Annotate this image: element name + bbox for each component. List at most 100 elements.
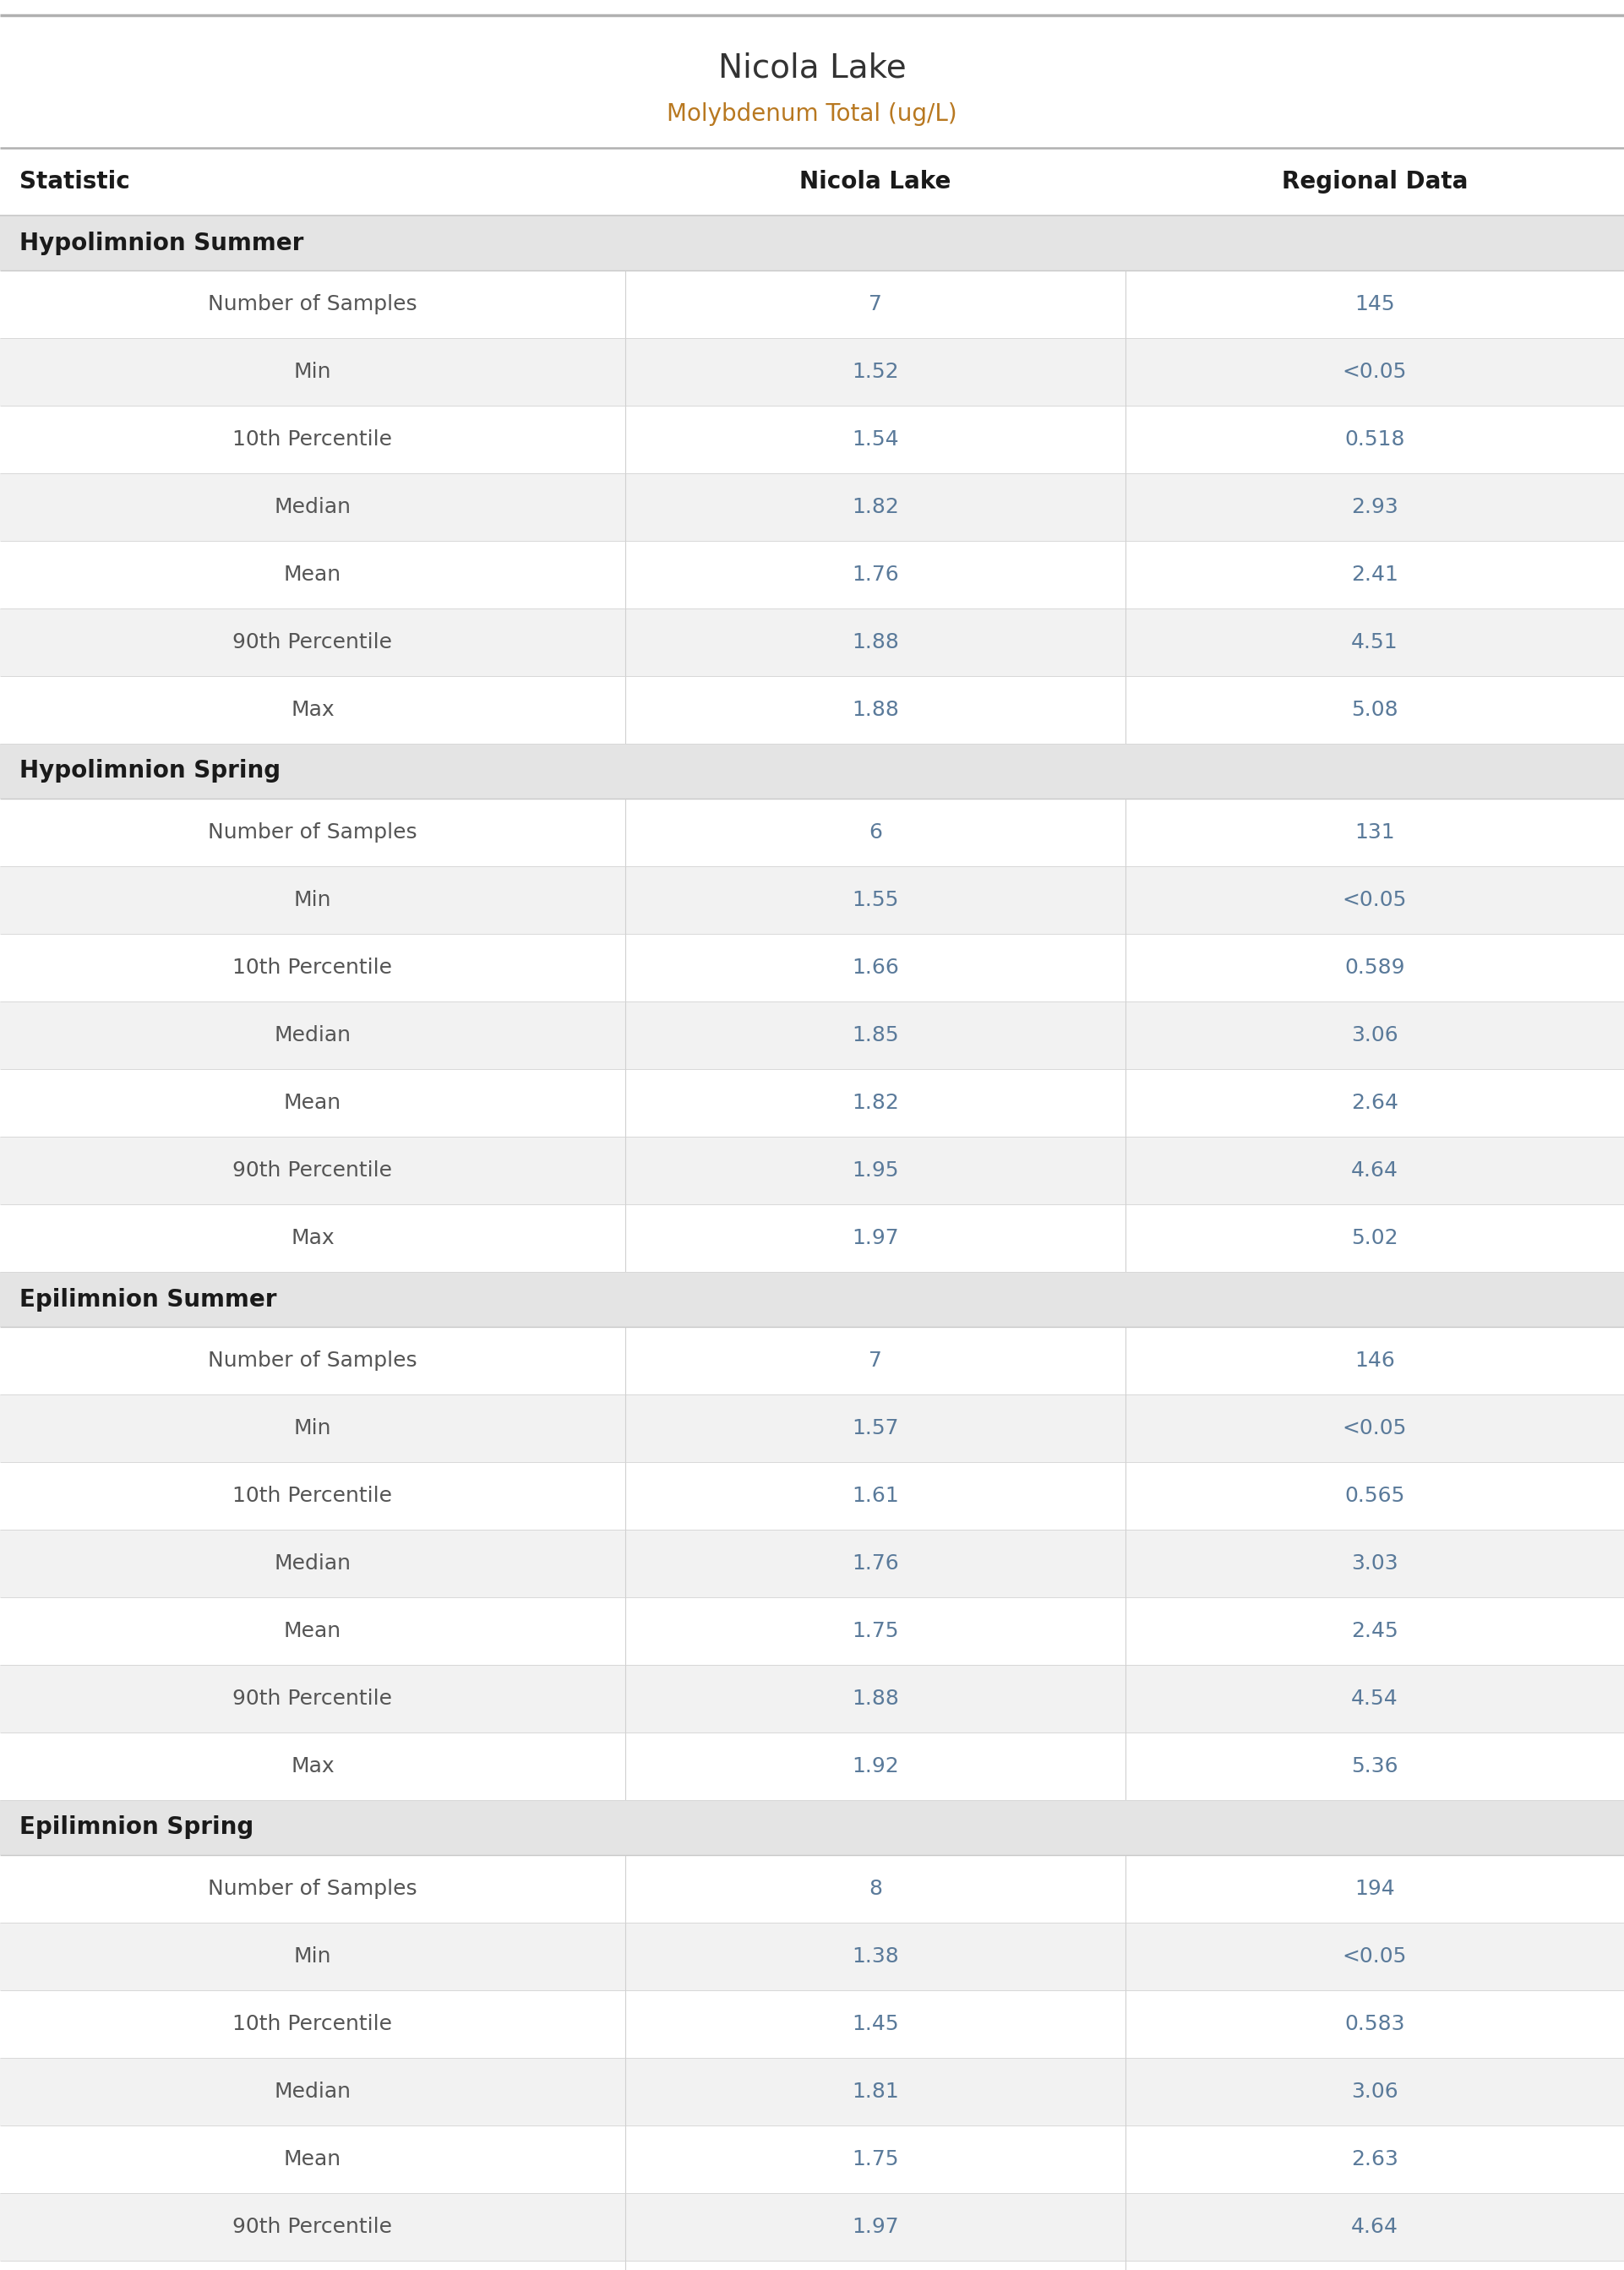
- Text: 1.85: 1.85: [853, 1026, 898, 1046]
- Text: 0.518: 0.518: [1345, 429, 1405, 449]
- Text: 10th Percentile: 10th Percentile: [232, 429, 393, 449]
- Text: Statistic: Statistic: [19, 170, 130, 193]
- Text: 131: 131: [1354, 822, 1395, 842]
- Bar: [0, 2261, 1624, 2270]
- Bar: [0, 1598, 1624, 1664]
- Text: 90th Percentile: 90th Percentile: [232, 1689, 393, 1709]
- Text: Number of Samples: Number of Samples: [208, 822, 417, 842]
- Bar: [0, 216, 1624, 270]
- Text: Number of Samples: Number of Samples: [208, 1351, 417, 1371]
- Text: <0.05: <0.05: [1343, 890, 1406, 910]
- Text: 1.76: 1.76: [851, 565, 900, 586]
- Text: 90th Percentile: 90th Percentile: [232, 2218, 393, 2236]
- Text: Min: Min: [294, 890, 331, 910]
- Text: 2.63: 2.63: [1351, 2150, 1398, 2170]
- Text: 8: 8: [869, 1880, 882, 1900]
- Text: 10th Percentile: 10th Percentile: [232, 2013, 393, 2034]
- Text: Nicola Lake: Nicola Lake: [718, 52, 906, 84]
- Bar: [0, 2125, 1624, 2193]
- Text: Min: Min: [294, 1945, 331, 1966]
- Bar: [0, 1462, 1624, 1530]
- Text: 1.76: 1.76: [851, 1553, 900, 1573]
- Text: 5.02: 5.02: [1351, 1228, 1398, 1249]
- Text: 0.565: 0.565: [1345, 1487, 1405, 1505]
- Bar: [0, 676, 1624, 745]
- Text: 1.66: 1.66: [851, 958, 900, 978]
- Text: 1.75: 1.75: [853, 2150, 898, 2170]
- Bar: [0, 1530, 1624, 1598]
- Text: Median: Median: [274, 1553, 351, 1573]
- Text: 1.54: 1.54: [853, 429, 898, 449]
- Text: Mean: Mean: [284, 565, 341, 586]
- Text: 2.93: 2.93: [1351, 497, 1398, 518]
- Text: Regional Data: Regional Data: [1281, 170, 1468, 193]
- Bar: [0, 540, 1624, 608]
- Bar: [0, 2193, 1624, 2261]
- Text: <0.05: <0.05: [1343, 1419, 1406, 1439]
- Text: Max: Max: [291, 1757, 335, 1777]
- Bar: [0, 1069, 1624, 1137]
- Text: 3.03: 3.03: [1351, 1553, 1398, 1573]
- Text: Epilimnion Summer: Epilimnion Summer: [19, 1287, 276, 1312]
- Text: 2.41: 2.41: [1351, 565, 1398, 586]
- Text: Min: Min: [294, 361, 331, 381]
- Bar: [0, 1394, 1624, 1462]
- Text: 1.55: 1.55: [853, 890, 898, 910]
- Text: 1.88: 1.88: [851, 631, 900, 651]
- Text: 1.97: 1.97: [853, 1228, 898, 1249]
- Text: Number of Samples: Number of Samples: [208, 295, 417, 313]
- Text: 5.08: 5.08: [1351, 699, 1398, 720]
- Text: Mean: Mean: [284, 1621, 341, 1641]
- Bar: [0, 2059, 1624, 2125]
- Bar: [0, 608, 1624, 676]
- Text: 7: 7: [869, 295, 882, 313]
- Bar: [0, 933, 1624, 1001]
- Bar: [0, 1923, 1624, 1991]
- Text: 1.97: 1.97: [853, 2218, 898, 2236]
- Text: 2.45: 2.45: [1351, 1621, 1398, 1641]
- Text: <0.05: <0.05: [1343, 1945, 1406, 1966]
- Text: 194: 194: [1354, 1880, 1395, 1900]
- Bar: [0, 1271, 1624, 1328]
- Text: Hypolimnion Spring: Hypolimnion Spring: [19, 760, 281, 783]
- Text: 1.88: 1.88: [851, 699, 900, 720]
- Text: Epilimnion Spring: Epilimnion Spring: [19, 1816, 253, 1839]
- Bar: [0, 1991, 1624, 2059]
- Text: 1.61: 1.61: [851, 1487, 900, 1505]
- Text: Mean: Mean: [284, 1092, 341, 1112]
- Bar: [0, 338, 1624, 406]
- Text: 1.57: 1.57: [853, 1419, 898, 1439]
- Text: 4.64: 4.64: [1351, 2218, 1398, 2236]
- Bar: [0, 799, 1624, 867]
- Text: 90th Percentile: 90th Percentile: [232, 1160, 393, 1180]
- Text: Median: Median: [274, 2082, 351, 2102]
- Text: 3.06: 3.06: [1351, 2082, 1398, 2102]
- Text: 7: 7: [869, 1351, 882, 1371]
- Bar: [0, 1328, 1624, 1394]
- Text: 1.45: 1.45: [853, 2013, 898, 2034]
- Text: 1.88: 1.88: [851, 1689, 900, 1709]
- Text: Molybdenum Total (ug/L): Molybdenum Total (ug/L): [667, 102, 957, 125]
- Text: Max: Max: [291, 1228, 335, 1249]
- Text: 1.92: 1.92: [851, 1757, 900, 1777]
- Bar: [0, 1800, 1624, 1855]
- Bar: [0, 472, 1624, 540]
- Bar: [0, 1732, 1624, 1800]
- Text: 4.54: 4.54: [1351, 1689, 1398, 1709]
- Text: 1.82: 1.82: [851, 497, 900, 518]
- Text: 3.06: 3.06: [1351, 1026, 1398, 1046]
- Text: 90th Percentile: 90th Percentile: [232, 631, 393, 651]
- Text: 10th Percentile: 10th Percentile: [232, 958, 393, 978]
- Bar: [0, 1205, 1624, 1271]
- Text: 1.95: 1.95: [853, 1160, 898, 1180]
- Text: Nicola Lake: Nicola Lake: [799, 170, 952, 193]
- Text: 5.36: 5.36: [1351, 1757, 1398, 1777]
- Text: 1.38: 1.38: [851, 1945, 900, 1966]
- Text: 2.64: 2.64: [1351, 1092, 1398, 1112]
- Text: 145: 145: [1354, 295, 1395, 313]
- Bar: [0, 270, 1624, 338]
- Text: 146: 146: [1354, 1351, 1395, 1371]
- Text: 4.51: 4.51: [1351, 631, 1398, 651]
- Text: Median: Median: [274, 497, 351, 518]
- Text: 6: 6: [869, 822, 882, 842]
